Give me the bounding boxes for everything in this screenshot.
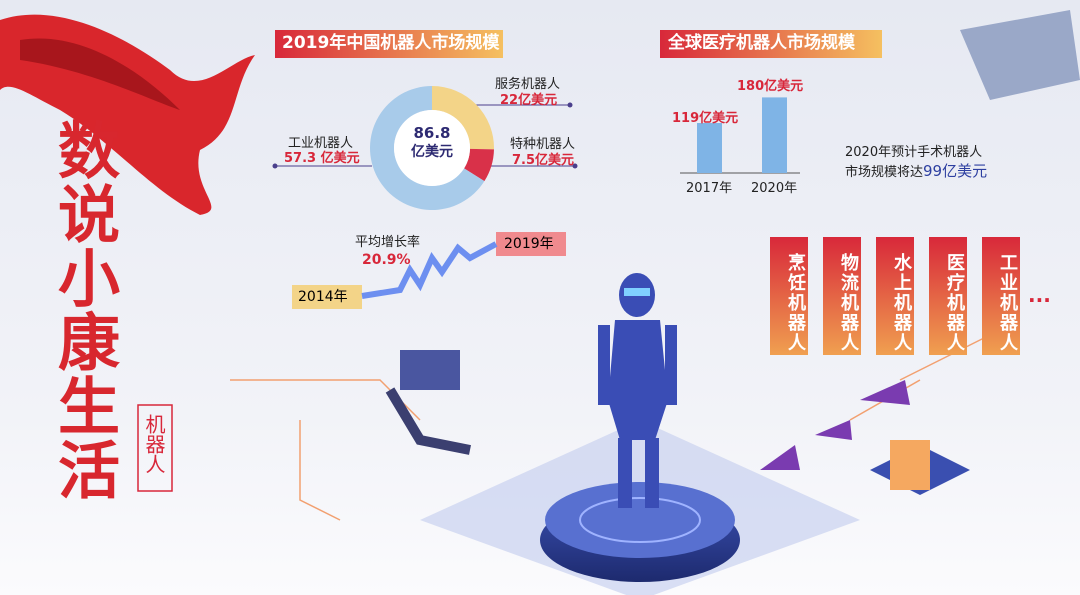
robot-type: 工业机器人 — [982, 237, 1020, 355]
leader-dot — [272, 163, 278, 169]
bar — [697, 123, 722, 173]
more: ... — [1028, 283, 1051, 307]
robot-type: 水上机器人 — [876, 237, 914, 355]
leader-dot — [567, 102, 573, 108]
machine — [890, 440, 930, 490]
growth-value: 20.9% — [362, 252, 411, 268]
data-label: 180亿美元 — [737, 79, 804, 94]
note: 市场规模将达 — [845, 165, 924, 180]
x-tick-label: 2020年 — [751, 181, 798, 196]
header-bar — [275, 30, 503, 58]
robot-type: 医疗机器人 — [929, 237, 967, 355]
robot — [598, 273, 677, 508]
x-tick-label: 2017年 — [686, 181, 733, 196]
tag-box — [137, 404, 173, 492]
robot-arm — [385, 387, 471, 455]
pie-center-unit: 亿美元 — [411, 144, 453, 160]
year-box — [496, 232, 566, 256]
bar — [762, 97, 787, 173]
data-label: 57.3 亿美元 — [284, 151, 360, 166]
pie-slice — [370, 85, 485, 210]
pie-slice — [464, 148, 494, 182]
platform-top — [545, 482, 735, 558]
leader-dot — [572, 163, 578, 169]
robot-type: 物流机器人 — [823, 237, 861, 355]
platform-ring — [579, 497, 701, 543]
legend-label: 特种机器人 — [510, 137, 576, 152]
section-title: 2019年中国机器人市场规模 — [282, 33, 500, 53]
legend-label: 工业机器人 — [288, 136, 354, 151]
legend-label: 服务机器人 — [495, 77, 561, 92]
year-box — [292, 285, 362, 309]
circuit-line — [230, 329, 1001, 521]
pie-hole — [394, 110, 470, 186]
prism — [760, 380, 910, 470]
robot-visor — [624, 288, 650, 296]
year-label: 2014年 — [298, 289, 348, 305]
robot-arm — [400, 350, 460, 390]
robot-type: 烹饪机器人 — [770, 237, 808, 355]
data-label: 119亿美元 — [672, 111, 739, 126]
poster-title: 数说小康生活 — [47, 118, 120, 502]
section-title: 全球医疗机器人市场规模 — [668, 33, 855, 53]
data-label: 7.5亿美元 — [512, 153, 575, 168]
note: 2020年预计手术机器人 — [845, 145, 983, 160]
pie-center-value: 86.8 — [413, 124, 451, 142]
pie-slice — [432, 86, 494, 150]
note: 市场规模将达99亿美元 — [845, 162, 988, 180]
robot-hand — [960, 10, 1080, 100]
header-bar — [660, 30, 882, 58]
data-label: 22亿美元 — [500, 93, 558, 108]
year-label: 2019年 — [504, 236, 554, 252]
note-highlight: 99亿美元 — [923, 162, 988, 180]
growth-arrow — [361, 241, 498, 299]
ribbon-shade — [20, 38, 180, 110]
growth-label: 平均增长率 — [355, 235, 421, 250]
poster-tag: 机器人 — [142, 414, 166, 474]
